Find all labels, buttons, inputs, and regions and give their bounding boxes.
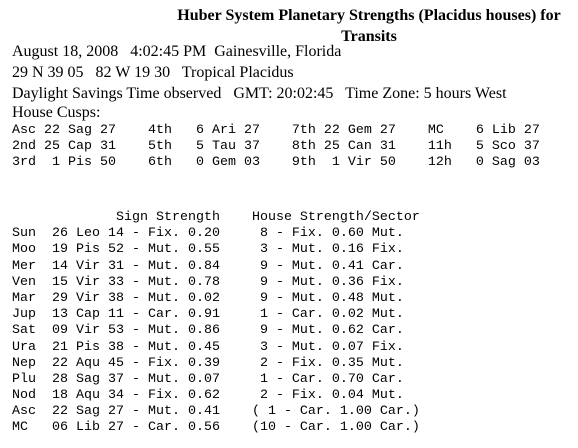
- table-row: Sat 09 Vir 53 - Mut. 0.86 9 - Mut. 0.62 …: [12, 323, 404, 339]
- cusp-row: Asc 22 Sag 27 4th 6 Ari 27 7th 22 Gem 27…: [12, 123, 540, 138]
- cusp-row: 3rd 1 Pis 50 6th 0 Gem 03 9th 1 Vir 50 1…: [12, 155, 540, 171]
- cusps-label: House Cusps:: [12, 104, 101, 121]
- table-row: Mer 14 Vir 31 - Mut. 0.84 9 - Mut. 0.41 …: [12, 258, 404, 274]
- cusp-row: 2nd 25 Cap 31 5th 5 Tau 37 8th 25 Can 31…: [12, 139, 540, 155]
- table-row: Nep 22 Aqu 45 - Fix. 0.39 2 - Fix. 0.35 …: [12, 355, 404, 371]
- table-row: Ven 15 Vir 33 - Mut. 0.78 9 - Mut. 0.36 …: [12, 274, 404, 290]
- table-row: Asc 22 Sag 27 - Mut. 0.41 ( 1 - Car. 1.0…: [12, 404, 420, 420]
- table-row: Jup 13 Cap 11 - Car. 0.91 1 - Car. 0.02 …: [12, 307, 404, 323]
- table-row: MC 06 Lib 27 - Car. 0.56 (10 - Car. 1.00…: [12, 420, 420, 436]
- table-row: Sun 26 Leo 14 - Fix. 0.20 8 - Fix. 0.60 …: [12, 226, 404, 242]
- table-row: Ura 21 Pis 38 - Mut. 0.45 3 - Mut. 0.07 …: [12, 339, 404, 355]
- cusps-block: Asc 22 Sag 27 4th 6 Ari 27 7th 22 Gem 27…: [12, 123, 540, 172]
- title: Huber System Planetary Strengths (Placid…: [177, 7, 561, 45]
- date-line: August 18, 2008 4:02:45 PM Gainesville, …: [12, 43, 342, 60]
- table-row: Nod 18 Aqu 34 - Fix. 0.62 2 - Fix. 0.04 …: [12, 388, 404, 404]
- strength-table: Sign Strength House Strength/Sector Sun 2…: [12, 210, 420, 437]
- location-line: 29 N 39 05 82 W 19 30 Tropical Placidus: [12, 64, 294, 81]
- table-header: Sign Strength House Strength/Sector: [12, 210, 420, 225]
- table-row: Plu 28 Sag 37 - Mut. 0.07 1 - Car. 0.70 …: [12, 371, 404, 387]
- table-row: Moo 19 Pis 52 - Mut. 0.55 3 - Mut. 0.16 …: [12, 242, 404, 258]
- time-line: Daylight Savings Time observed GMT: 20:0…: [12, 85, 507, 102]
- table-row: Mar 29 Vir 38 - Mut. 0.02 9 - Mut. 0.48 …: [12, 290, 404, 306]
